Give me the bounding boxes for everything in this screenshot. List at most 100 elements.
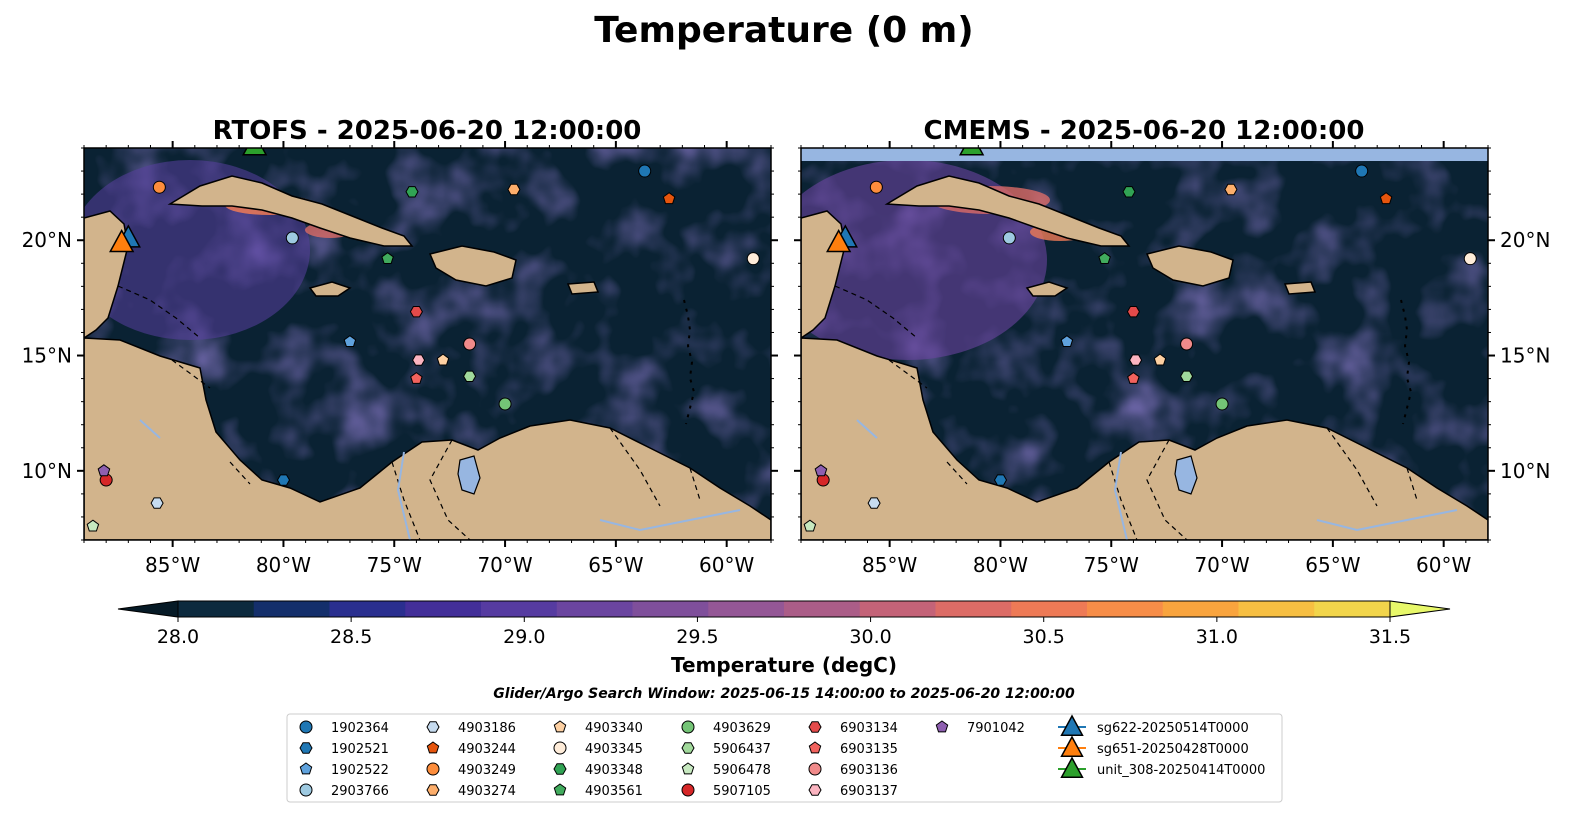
float-marker-4903345	[746, 252, 760, 266]
colorbar-bin	[1162, 601, 1239, 617]
float-marker-6903136	[1180, 337, 1194, 351]
legend-marker-6903134	[808, 721, 822, 733]
legend-label-sg622-20250514T0000: sg622-20250514T0000	[1097, 721, 1249, 736]
lon-tick-label: 85°W	[862, 553, 917, 577]
legend-label-4903249: 4903249	[458, 763, 516, 778]
float-marker-6903136	[463, 337, 477, 351]
legend-marker-5907105	[681, 783, 695, 797]
float-marker-4903274	[1224, 183, 1238, 196]
float-marker-4903274	[507, 183, 521, 196]
float-marker-4903244	[1379, 192, 1393, 205]
float-marker-1902521	[276, 474, 291, 486]
colorbar-tick-label: 30.5	[1023, 626, 1065, 648]
float-marker-4903340	[1153, 353, 1167, 366]
float-marker-6903137	[412, 354, 426, 366]
legend-label-4903186: 4903186	[458, 721, 516, 736]
legend-box	[286, 713, 1283, 803]
colorbar-extend-low	[117, 600, 179, 618]
legend-marker-1902364	[299, 720, 313, 734]
lon-tick-label: 75°W	[1084, 553, 1139, 577]
search-window-text: Glider/Argo Search Window: 2025-06-15 14…	[493, 686, 1075, 702]
legend-label-4903274: 4903274	[458, 784, 516, 799]
colorbar-frame	[177, 600, 1391, 618]
legend-marker-1902521	[299, 742, 313, 754]
legend-label-1902521: 1902521	[331, 742, 389, 757]
legend-label-5906437: 5906437	[713, 742, 771, 757]
no-data-band-cmems	[801, 148, 1488, 161]
map-panel-cmems: CMEMS - 2025-06-20 12:00:00 85°W 80°W 75°W…	[794, 116, 1550, 577]
colorbar-bin	[329, 601, 406, 617]
float-marker-4903629	[498, 397, 512, 411]
markers-cmems	[803, 148, 1477, 532]
axis-ticks-rtofs: 85°W 80°W 75°W 70°W 65°W 60°W 10°N 15°N 20°N	[22, 141, 778, 577]
figure-title: Temperature (0 m)	[594, 10, 973, 51]
float-marker-4903186	[867, 497, 881, 509]
legend-marker-4903629	[681, 720, 695, 734]
legend: 1902364 1902521 1902522 2903766 4903186 49032…	[299, 714, 1265, 799]
lat-tick-label: 15°N	[1500, 344, 1550, 368]
float-marker-1902364	[638, 164, 652, 178]
legend-marker-6903135	[808, 741, 822, 754]
panel-title-rtofs: RTOFS - 2025-06-20 12:00:00	[213, 116, 642, 146]
legend-label-2903766: 2903766	[331, 784, 389, 799]
legend-label-4903561: 4903561	[585, 784, 643, 799]
float-marker-4903340	[436, 353, 450, 366]
legend-label-4903629: 4903629	[713, 721, 771, 736]
map-frame-cmems	[800, 147, 1489, 541]
colorbar-bin	[784, 601, 861, 617]
lon-tick-label: 70°W	[1194, 553, 1249, 577]
colorbar-bin	[859, 601, 936, 617]
colorbar-tick-label: 30.0	[849, 626, 891, 648]
lon-tick-label: 75°W	[367, 553, 422, 577]
float-marker-4903629	[1215, 397, 1229, 411]
legend-label-6903135: 6903135	[840, 742, 898, 757]
lat-tick-label: 20°N	[22, 228, 72, 252]
float-marker-5906437	[463, 370, 477, 382]
legend-marker-4903274	[426, 784, 440, 796]
legend-label-6903137: 6903137	[840, 784, 898, 799]
legend-marker-4903561	[553, 783, 567, 796]
colorbar-tick-label: 31.0	[1196, 626, 1238, 648]
legend-marker-6903137	[808, 784, 822, 796]
colorbar-bin	[405, 601, 482, 617]
float-marker-6903135	[410, 371, 423, 384]
legend-label-6903134: 6903134	[840, 721, 898, 736]
colorbar-bin	[1011, 601, 1088, 617]
lon-tick-label: 60°W	[1416, 553, 1471, 577]
float-marker-4903244	[662, 192, 676, 205]
float-marker-4903348	[1122, 186, 1136, 198]
lon-tick-label: 65°W	[1305, 553, 1360, 577]
legend-marker-sg651-20250428T0000	[1060, 735, 1084, 757]
float-marker-4903561	[1098, 252, 1111, 264]
colorbar-tick-label: 28.5	[330, 626, 372, 648]
float-marker-7901042	[814, 464, 828, 477]
colorbar-tick-label: 29.0	[503, 626, 545, 648]
colorbar-bin	[935, 601, 1012, 617]
legend-label-1902522: 1902522	[331, 763, 389, 778]
float-marker-5906478	[803, 519, 817, 532]
glider-marker-unit_308-20250414T0000	[241, 148, 268, 156]
float-marker-5906478	[86, 519, 100, 532]
colorbar-bin	[708, 601, 785, 617]
legend-label-6903136: 6903136	[840, 763, 898, 778]
colorbar-bin	[178, 601, 255, 617]
colorbar-bin	[1087, 601, 1164, 617]
colorbar-label: Temperature (degC)	[671, 653, 897, 677]
legend-label-5907105: 5907105	[713, 784, 771, 799]
lon-tick-label: 70°W	[477, 553, 532, 577]
legend-label-4903345: 4903345	[585, 742, 643, 757]
legend-marker-5906478	[681, 762, 695, 775]
markers-rtofs	[86, 148, 760, 532]
legend-marker-unit_308-20250414T0000	[1060, 756, 1084, 778]
glider-marker-unit_308-20250414T0000	[958, 148, 985, 156]
float-marker-4903249	[869, 180, 883, 194]
legend-label-4903348: 4903348	[585, 763, 643, 778]
float-marker-7901042	[97, 464, 111, 477]
legend-marker-2903766	[299, 783, 313, 797]
float-marker-4903348	[405, 186, 419, 198]
float-marker-2903766	[1002, 231, 1016, 245]
float-marker-1902521	[993, 474, 1008, 486]
map-frame-rtofs	[83, 147, 772, 541]
lon-tick-label: 80°W	[256, 553, 311, 577]
